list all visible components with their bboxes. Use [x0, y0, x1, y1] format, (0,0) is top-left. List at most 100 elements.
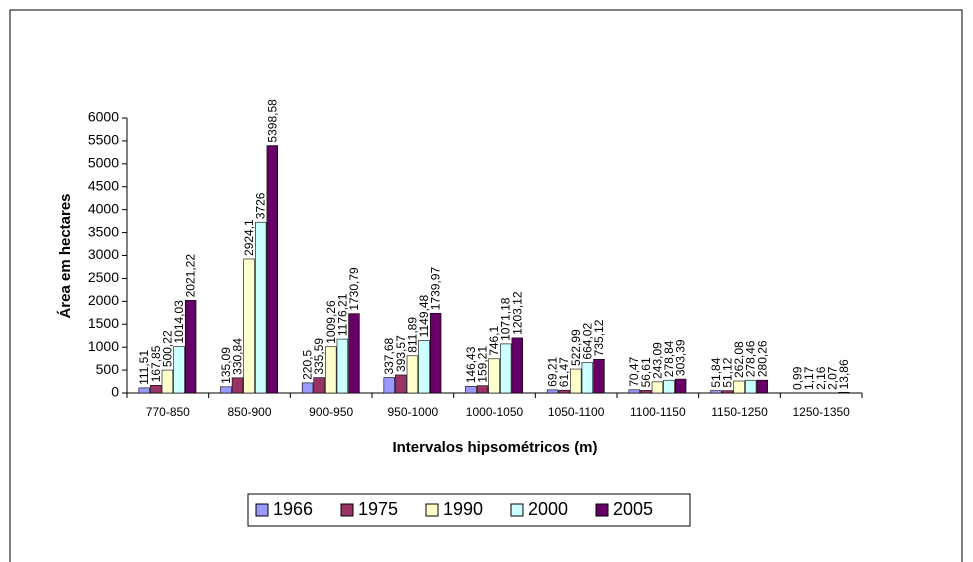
- value-label: 51,84: [709, 357, 723, 387]
- bar: [465, 385, 477, 394]
- value-label: 735,12: [592, 319, 606, 356]
- value-label: 2021,22: [184, 254, 198, 298]
- bar: [429, 312, 442, 394]
- y-tick-label: 5500: [88, 132, 119, 148]
- value-label: 1071,18: [499, 297, 513, 341]
- value-label: 146,43: [464, 346, 478, 383]
- bar: [383, 377, 395, 394]
- value-label: 278,46: [744, 340, 758, 377]
- value-label: 2924,1: [242, 219, 256, 256]
- value-label: 0,99: [791, 366, 805, 390]
- value-label: 1176,21: [335, 293, 349, 336]
- y-tick-label: 2000: [88, 292, 119, 308]
- y-tick-label: 1000: [88, 338, 119, 354]
- bar: [336, 338, 349, 394]
- bar: [418, 340, 430, 394]
- bar: [173, 346, 185, 394]
- y-tick-label: 3500: [88, 223, 119, 239]
- legend-label: 1990: [443, 499, 483, 519]
- bar: [184, 300, 197, 394]
- value-label: 159,21: [476, 346, 490, 383]
- value-label: 5398,58: [265, 99, 279, 143]
- value-label: 262,08: [732, 341, 746, 378]
- value-label: 1149,48: [417, 295, 431, 338]
- bar: [744, 379, 757, 394]
- legend-swatch: [340, 503, 354, 517]
- bar: [593, 359, 605, 394]
- value-label: 2,07: [825, 366, 839, 390]
- y-tick-label: 5000: [88, 155, 119, 171]
- value-label: 70,47: [627, 356, 641, 386]
- bar: [406, 355, 419, 394]
- bar: [721, 390, 734, 394]
- bar: [138, 387, 150, 394]
- x-tick-label: 950-1000: [387, 405, 438, 419]
- legend-label: 1975: [358, 499, 398, 519]
- value-label: 664,02: [580, 323, 594, 360]
- bar: [476, 385, 489, 394]
- value-label: 303,39: [674, 339, 688, 376]
- legend-label: 2005: [613, 499, 653, 519]
- value-label: 1739,97: [429, 267, 443, 311]
- value-label: 111,51: [137, 350, 151, 385]
- y-tick-label: 1500: [88, 315, 119, 331]
- legend-box: [247, 493, 691, 527]
- value-label: 167,85: [149, 345, 163, 382]
- bar: [231, 377, 244, 394]
- y-tick-label: 0: [111, 384, 119, 400]
- x-tick-label: 1000-1050: [466, 405, 524, 419]
- value-label: 280,26: [755, 340, 769, 377]
- bar: [325, 346, 337, 394]
- value-label: 69,21: [546, 356, 560, 386]
- value-label: 1730,79: [347, 267, 361, 311]
- bar: [756, 379, 769, 394]
- value-label: 61,47: [557, 357, 571, 387]
- bar: [581, 362, 594, 394]
- bar: [640, 390, 652, 394]
- bar: [511, 337, 523, 394]
- value-label: 522,99: [569, 329, 583, 366]
- x-tick-label: 900-950: [309, 405, 353, 419]
- value-label: 243,09: [650, 342, 664, 379]
- bar: [348, 313, 360, 394]
- value-label: 337,68: [382, 337, 396, 374]
- x-tick-label: 1050-1100: [548, 405, 605, 419]
- value-label: 13,86: [837, 359, 851, 389]
- bar: [838, 392, 850, 394]
- value-label: 2,16: [814, 366, 828, 390]
- bar: [733, 380, 745, 394]
- value-label: 278,84: [662, 340, 676, 377]
- bar: [558, 389, 570, 394]
- bar: [395, 374, 407, 394]
- bar: [313, 377, 325, 394]
- legend-swatch: [425, 503, 439, 517]
- legend-swatch: [510, 503, 524, 517]
- x-tick-label: 1250-1350: [792, 405, 850, 419]
- y-axis-title: Área em hectares: [57, 193, 74, 318]
- legend-label: 1966: [273, 499, 313, 519]
- legend-swatch: [255, 503, 269, 517]
- x-tick-label: 850-900: [227, 405, 271, 419]
- value-label: 3726: [254, 192, 268, 219]
- bar: [266, 145, 278, 394]
- value-label: 393,57: [394, 335, 408, 372]
- chart-frame: [9, 9, 963, 562]
- y-tick-label: 6000: [88, 109, 119, 125]
- bar: [570, 368, 582, 394]
- y-tick-label: 3000: [88, 246, 119, 262]
- bar: [301, 382, 314, 394]
- bar: [651, 381, 664, 394]
- bar: [674, 378, 687, 394]
- value-label: 1009,26: [324, 300, 338, 344]
- bar: [255, 221, 267, 394]
- bar: [663, 379, 675, 394]
- value-label: 1014,03: [172, 300, 186, 344]
- value-label: 811,89: [405, 317, 419, 353]
- value-label: 335,59: [312, 338, 326, 375]
- bar: [150, 385, 162, 394]
- bar: [546, 389, 559, 394]
- bar: [488, 358, 500, 394]
- value-label: 500,22: [160, 330, 174, 367]
- value-label: 746,1: [487, 325, 501, 355]
